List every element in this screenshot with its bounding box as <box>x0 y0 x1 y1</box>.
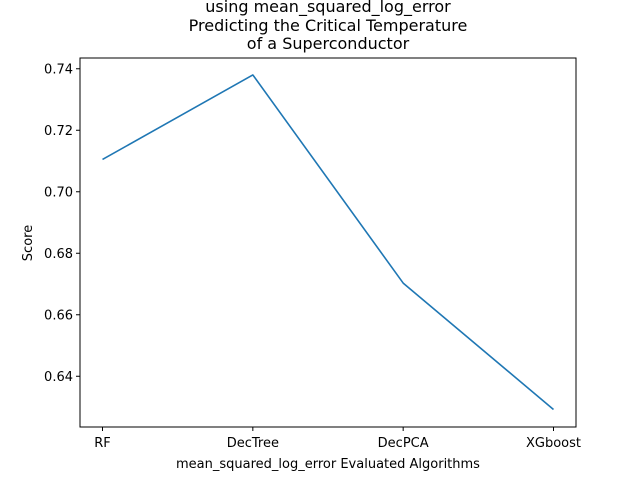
y-tick-label: 0.64 <box>44 370 73 385</box>
x-axis-label: mean_squared_log_error Evaluated Algorit… <box>176 457 480 472</box>
series-line <box>102 74 555 411</box>
y-tick-label: 0.74 <box>44 62 73 77</box>
x-tick-label: DecPCA <box>378 436 429 451</box>
axis-ticks: 0.64 0.66 0.68 0.70 0.72 0.74 RF DecTree DecPCA X… <box>44 62 581 451</box>
y-tick-label: 0.72 <box>44 124 73 139</box>
data-series <box>102 74 555 411</box>
chart-title-line-3: of a Superconductor <box>247 34 410 53</box>
y-tick-label: 0.68 <box>44 247 73 262</box>
chart-title-line-1: using mean_squared_log_error <box>205 0 451 17</box>
y-tick-label: 0.70 <box>44 185 73 200</box>
y-axis-label: Score <box>21 225 36 261</box>
x-tick-label: DecTree <box>227 436 279 451</box>
x-tick-label: RF <box>94 436 111 451</box>
y-tick-label: 0.66 <box>44 308 73 323</box>
plot-frame <box>79 57 577 428</box>
x-tick-label: XGboost <box>526 436 581 451</box>
chart-title-line-2: Predicting the Critical Temperature <box>189 16 468 35</box>
